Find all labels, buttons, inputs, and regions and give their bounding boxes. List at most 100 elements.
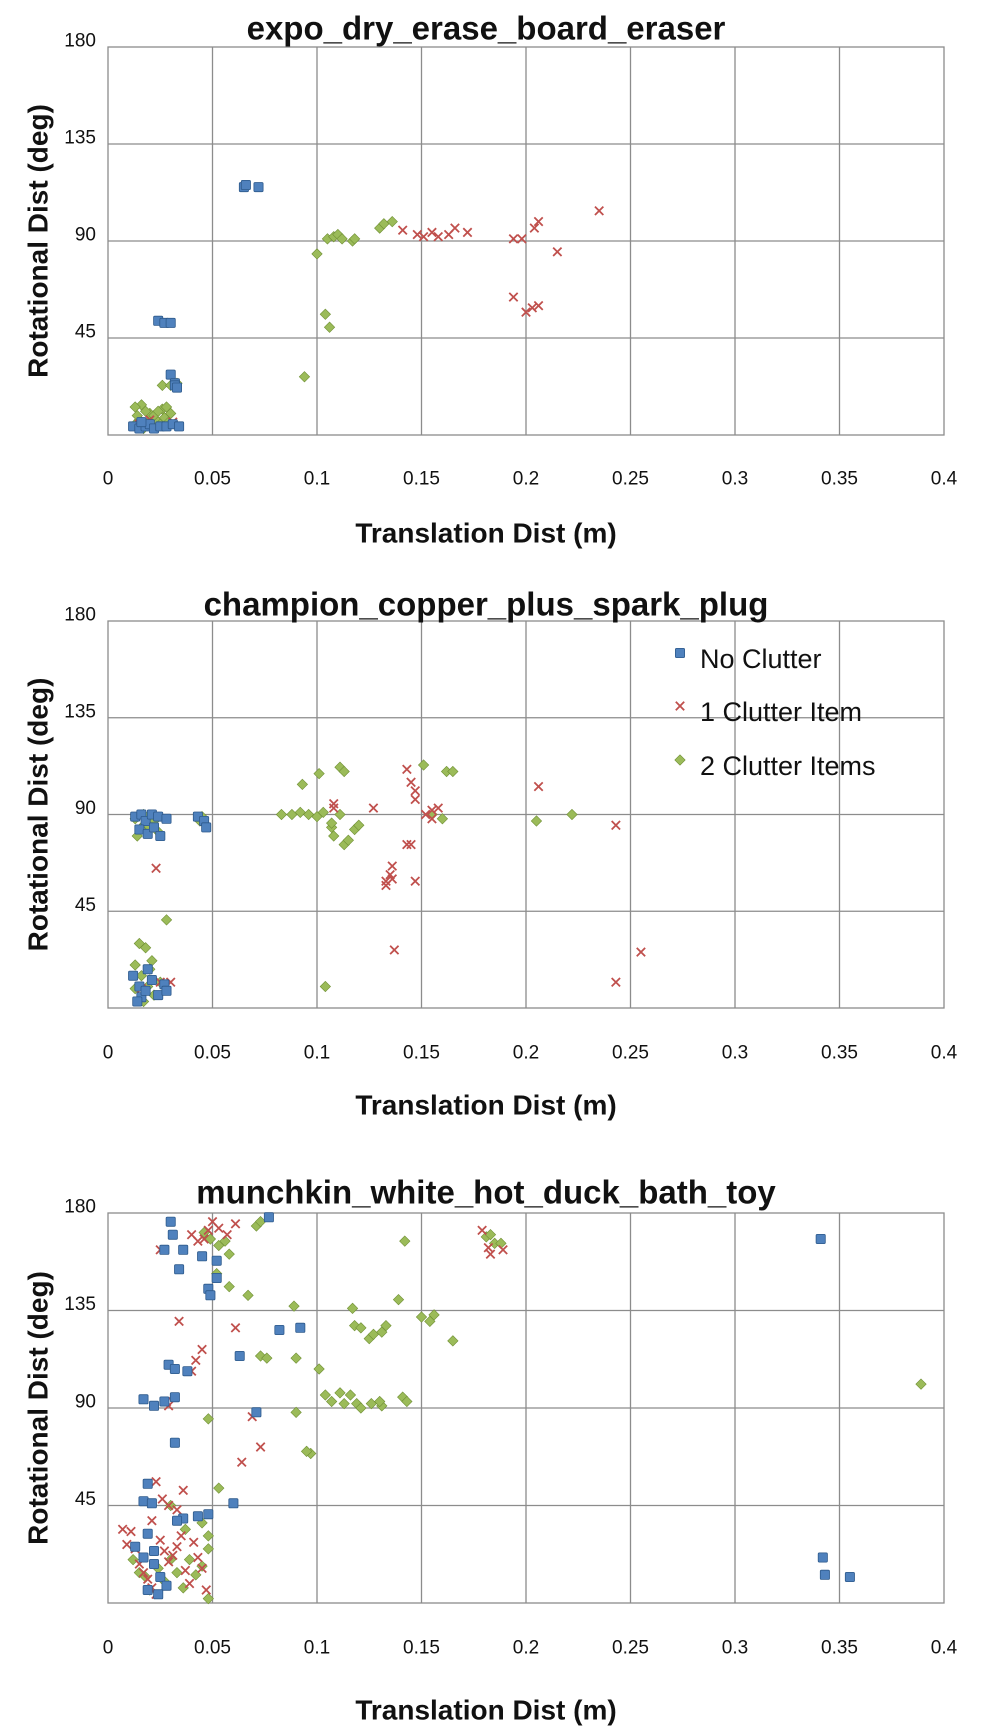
- legend: No Clutter 1 Clutter Item 2 Clutter Items: [674, 644, 876, 781]
- data-point: [202, 1530, 214, 1542]
- data-point: [338, 1398, 350, 1410]
- data-point: [142, 1585, 153, 1596]
- data-point: [174, 1264, 185, 1275]
- data-point: [179, 1523, 191, 1535]
- data-point: [406, 777, 416, 788]
- data-point: [433, 803, 444, 813]
- data-point: [155, 1572, 166, 1583]
- data-point: [171, 1515, 182, 1526]
- data-point: [203, 1509, 214, 1520]
- data-point: [205, 1290, 216, 1301]
- data-point: [184, 1578, 195, 1589]
- data-point: [192, 1511, 203, 1522]
- data-point: [172, 1541, 182, 1552]
- data-point: [274, 1325, 285, 1336]
- y-tick-label: 135: [64, 701, 96, 722]
- data-point: [516, 234, 527, 244]
- x-axis-title: Translation Dist (m): [355, 1695, 616, 1726]
- data-point: [178, 1485, 189, 1496]
- data-point: [203, 1225, 214, 1236]
- data-point: [381, 876, 391, 886]
- data-point: [139, 942, 152, 954]
- data-point: [344, 1389, 357, 1401]
- data-point: [180, 1565, 191, 1576]
- data-point: [219, 1235, 231, 1247]
- data-point: [174, 421, 185, 432]
- data-point: [153, 1589, 164, 1600]
- data-point: [336, 233, 348, 245]
- data-point: [160, 914, 173, 926]
- data-point: [508, 234, 519, 244]
- data-point: [190, 1355, 201, 1366]
- data-point: [433, 231, 444, 242]
- chart-champion-spark-plug: champion_copper_plus_spark_plug 0 0.05 0.1 0…: [23, 586, 958, 1121]
- data-point: [298, 371, 311, 383]
- data-point: [159, 1546, 170, 1556]
- data-point: [428, 1309, 440, 1321]
- data-point: [533, 781, 544, 792]
- data-point: [338, 765, 350, 778]
- data-point: [328, 798, 339, 809]
- x-tick-label: 0.15: [403, 469, 440, 490]
- data-point: [300, 1445, 313, 1457]
- data-point: [402, 764, 412, 775]
- data-point: [193, 1552, 203, 1563]
- data-point: [527, 302, 538, 313]
- data-point: [296, 778, 308, 791]
- data-point: [136, 417, 147, 428]
- data-point: [234, 1351, 245, 1362]
- y-tick-label: 180: [64, 605, 96, 626]
- data-point: [129, 401, 141, 413]
- x-tick-label: 0.15: [403, 1638, 440, 1659]
- data-point: [815, 1234, 826, 1245]
- data-point: [129, 959, 141, 971]
- data-point: [130, 1541, 141, 1552]
- data-point: [213, 1482, 225, 1494]
- x-tick-label: 0.4: [931, 469, 958, 490]
- data-point: [290, 1406, 302, 1418]
- x-tick-label: 0.3: [722, 1638, 748, 1659]
- data-point: [328, 830, 340, 842]
- x-tick-label: 0.35: [821, 1638, 858, 1659]
- y-tick-label: 45: [75, 1489, 96, 1510]
- data-point: [255, 1442, 266, 1452]
- data-point: [142, 964, 153, 975]
- data-point: [376, 1326, 388, 1338]
- data-point: [176, 1530, 186, 1541]
- data-point: [222, 1229, 232, 1240]
- data-point: [153, 811, 164, 822]
- data-point: [197, 1251, 208, 1262]
- y-axis-title: Rotational Dist (deg): [23, 678, 54, 952]
- data-point: [126, 1526, 136, 1537]
- x-tick-label: 0.1: [304, 1638, 330, 1659]
- data-point: [313, 1363, 325, 1375]
- data-point: [117, 1524, 128, 1535]
- data-point: [353, 819, 365, 831]
- data-point: [147, 1515, 157, 1526]
- x-tick-label: 0.4: [931, 1638, 958, 1659]
- data-point: [151, 1476, 161, 1487]
- y-tick-label: 90: [75, 225, 96, 246]
- data-point: [163, 1500, 174, 1511]
- y-axis-title: Rotational Dist (deg): [23, 1271, 54, 1545]
- data-point: [148, 1546, 159, 1557]
- data-point: [295, 1322, 306, 1333]
- data-point: [159, 1244, 170, 1255]
- data-point: [261, 1352, 273, 1364]
- data-point: [230, 1218, 241, 1229]
- data-point: [397, 225, 408, 236]
- data-point: [483, 1242, 494, 1253]
- chart-expo-eraser: expo_dry_erase_board_eraser 0 0.05 0.1 0.15 0…: [23, 10, 958, 549]
- data-point: [188, 1537, 199, 1548]
- data-point: [240, 179, 251, 190]
- data-point: [311, 248, 323, 260]
- y-tick-label: 180: [64, 31, 96, 52]
- data-point: [392, 1294, 405, 1306]
- y-tick-label: 45: [75, 322, 96, 343]
- data-point: [202, 1543, 214, 1555]
- x-tick-label: 0.25: [612, 1638, 649, 1659]
- chart-munchkin-duck-toy: munchkin_white_hot_duck_bath_toy 0 0.05 0.1…: [23, 1174, 958, 1726]
- data-point: [253, 182, 264, 193]
- data-point: [171, 1567, 183, 1579]
- legend-label: No Clutter: [700, 644, 822, 674]
